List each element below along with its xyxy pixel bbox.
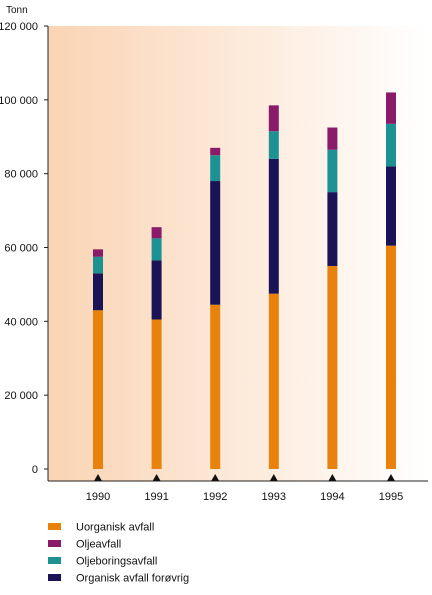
x-tick-label: 1994	[320, 491, 344, 503]
bar-segment-organisk-avfall-for-vrig-1991	[151, 260, 162, 320]
bar-segment-oljeboringsavfall-1992	[210, 155, 221, 182]
bar-segment-oljeavfall-1993	[268, 105, 279, 132]
bar-segment-organisk-avfall-for-vrig-1995	[386, 166, 396, 246]
bar-segment-organisk-avfall-for-vrig-1993	[268, 158, 279, 294]
y-tick-label: 100 000	[0, 95, 38, 107]
bar-segment-uorganisk-avfall-1990	[93, 310, 103, 469]
x-tick-marker	[211, 474, 220, 481]
legend-label: Oljeboringsavfall	[76, 556, 157, 568]
legend-label: Uorganisk avfall	[76, 522, 154, 534]
legend-label: Oljeavfall	[76, 539, 121, 551]
x-tick-label: 1993	[262, 491, 286, 503]
bar-segment-oljeboringsavfall-1993	[268, 131, 279, 159]
plot-background	[48, 26, 428, 481]
bar-segment-organisk-avfall-for-vrig-1994	[327, 192, 338, 266]
y-tick-label: 60 000	[4, 243, 38, 255]
x-tick-marker	[94, 474, 102, 481]
legend-swatch	[48, 557, 61, 564]
x-tick-label: 1990	[86, 491, 110, 503]
legend-swatch	[48, 523, 61, 530]
x-tick-marker	[152, 474, 161, 481]
x-tick-marker	[269, 474, 278, 481]
y-tick-label: 0	[32, 464, 38, 476]
y-tick-label: 40 000	[4, 316, 38, 328]
y-tick-label: 20 000	[4, 390, 38, 402]
bar-segment-organisk-avfall-for-vrig-1990	[93, 273, 103, 311]
x-tick-label: 1991	[144, 491, 168, 503]
bar-segment-uorganisk-avfall-1994	[327, 265, 338, 469]
y-tick-label: 120 000	[0, 21, 38, 33]
bar-segment-uorganisk-avfall-1993	[268, 293, 279, 469]
x-tick-marker	[387, 474, 395, 481]
legend: Uorganisk avfall Oljeavfall Oljeboringsavf…	[48, 522, 189, 585]
legend-label: Organisk avfall forøvrig	[76, 573, 189, 585]
bar-segment-oljeavfall-1994	[327, 127, 338, 150]
x-tick-marker	[328, 474, 337, 481]
y-axis-unit-label: Tonn	[6, 5, 28, 16]
bar-segment-oljeavfall-1990	[93, 249, 103, 257]
x-tick-label: 1992	[203, 491, 227, 503]
legend-swatch	[48, 574, 61, 581]
bar-segment-oljeboringsavfall-1995	[386, 123, 396, 167]
bar-segment-oljeboringsavfall-1994	[327, 149, 338, 193]
bar-segment-uorganisk-avfall-1995	[386, 245, 396, 469]
bar-segment-uorganisk-avfall-1991	[151, 319, 162, 469]
y-tick-label: 80 000	[4, 169, 38, 181]
bar-segment-oljeavfall-1995	[386, 92, 396, 124]
bar-segment-oljeavfall-1992	[210, 147, 221, 156]
bar-segment-organisk-avfall-for-vrig-1992	[210, 181, 221, 305]
legend-swatch	[48, 540, 61, 547]
bar-segment-oljeboringsavfall-1990	[93, 256, 103, 274]
plot-area: 0 20 000 40 000 60 000 80 000 100 000 120 000 1…	[0, 21, 428, 503]
x-tick-label: 1995	[379, 491, 403, 503]
bar-segment-oljeboringsavfall-1991	[151, 238, 162, 261]
bar-segment-uorganisk-avfall-1992	[210, 304, 221, 469]
bar-segment-oljeavfall-1991	[151, 227, 162, 239]
